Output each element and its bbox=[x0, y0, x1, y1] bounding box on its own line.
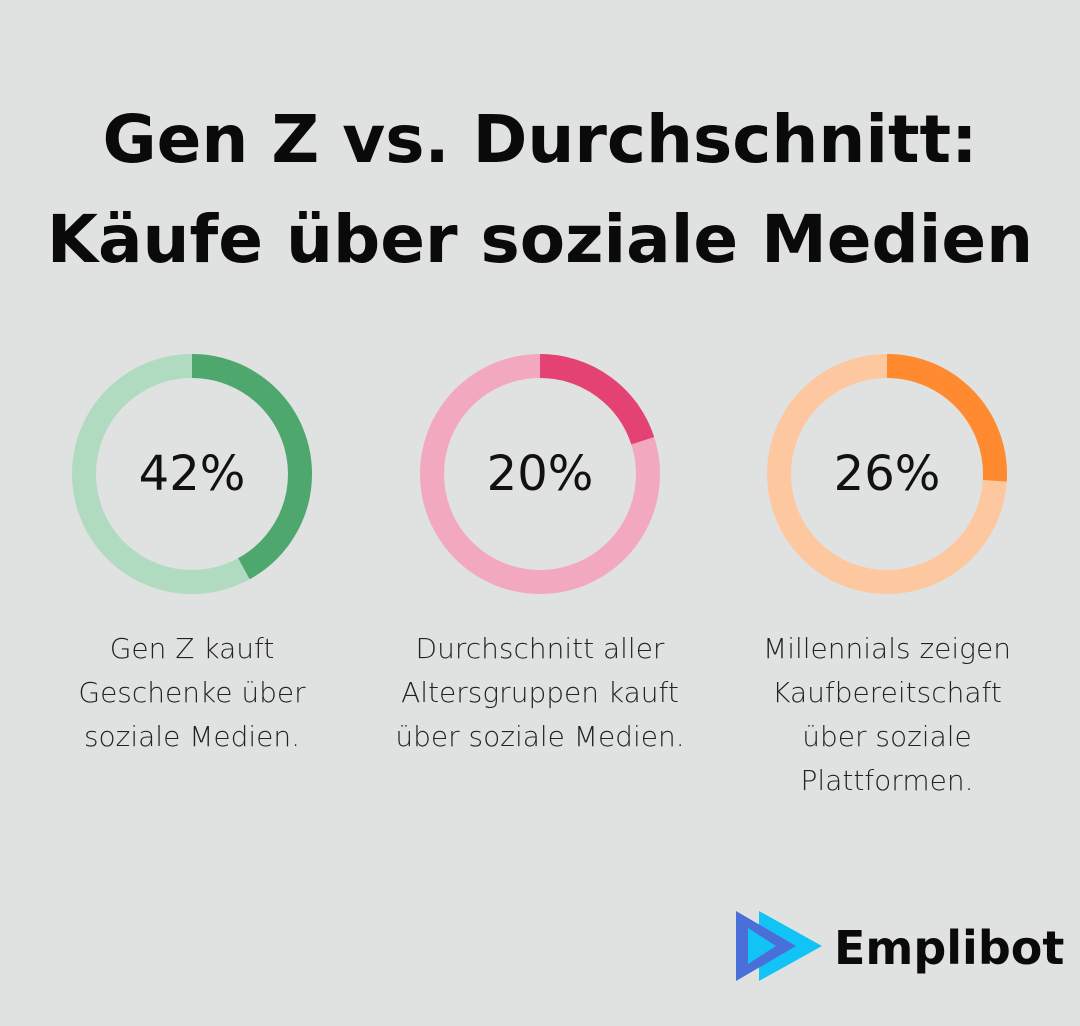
chart-description: Durchschnitt aller Altersgruppen kauft ü… bbox=[395, 632, 685, 753]
chart-description: Gen Z kauft Geschenke über soziale Medie… bbox=[78, 632, 306, 753]
title-line-2: Käufe über soziale Medien bbox=[46, 201, 1034, 278]
donut-chart: 26% bbox=[767, 354, 1007, 594]
donut-value-arc bbox=[420, 354, 660, 594]
percent-label: 20% bbox=[486, 446, 594, 502]
brand-name: Emplibot bbox=[834, 921, 1065, 975]
chart-description: Millennials zeigen Kaufbereitschaft über… bbox=[763, 632, 1011, 797]
donut-value-arc bbox=[72, 354, 312, 594]
donut-chart: 20% bbox=[420, 354, 660, 594]
emplibot-logo-icon bbox=[736, 911, 822, 985]
percent-label: 26% bbox=[833, 446, 941, 502]
title-line-1: Gen Z vs. Durchschnitt: bbox=[102, 101, 978, 178]
page-title: Gen Z vs. Durchschnitt: Käufe über sozia… bbox=[0, 90, 1080, 290]
percent-label: 42% bbox=[138, 446, 246, 502]
donut-chart: 42% bbox=[72, 354, 312, 594]
donut-value-arc bbox=[767, 354, 1007, 594]
